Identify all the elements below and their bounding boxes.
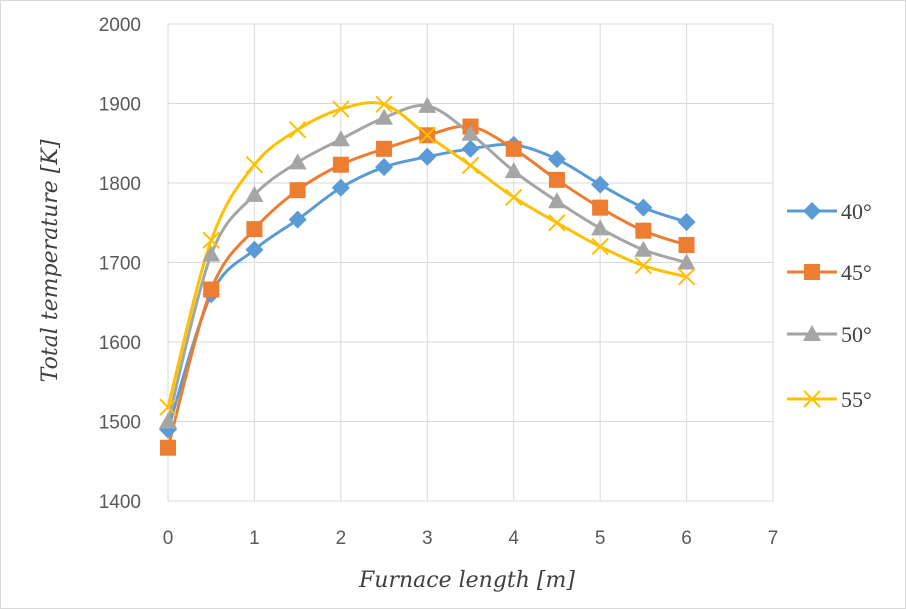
- series-1-point-10: [592, 199, 609, 216]
- series-3-point-10: [591, 237, 609, 256]
- series-3-point-6: [418, 126, 436, 145]
- x-tick-label-1: 1: [249, 528, 260, 549]
- series-2-point-12: [677, 253, 696, 270]
- series-2-point-6: [418, 96, 437, 113]
- series-3-point-7: [461, 156, 480, 175]
- series-1-point-4: [332, 156, 349, 173]
- tick-labels: 1400 1500 1600 1700 1800 1900 2000 0 1 2 3 4 5 6 7: [99, 15, 779, 549]
- series-3-point-1: [202, 231, 220, 249]
- x-tick-label-4: 4: [508, 528, 519, 549]
- series-2-point-7: [461, 124, 480, 141]
- legend-item-2: 50°: [787, 322, 872, 347]
- series-2-point-4: [331, 130, 350, 147]
- y-tick-label-1: 1500: [99, 413, 141, 434]
- series-1-point-12: [678, 237, 695, 254]
- series-3-point-3: [288, 121, 307, 139]
- x-tick-label-5: 5: [595, 528, 606, 549]
- series-2-point-11: [634, 240, 653, 257]
- series-1-point-3: [289, 182, 306, 199]
- series-1-point-1: [203, 281, 220, 298]
- legend-marker-2: [803, 325, 821, 341]
- legend-label-0: 40°: [841, 199, 872, 224]
- series-0-point-12: [677, 212, 696, 231]
- series-2-point-8: [504, 162, 523, 179]
- y-tick-label-4: 1800: [99, 174, 141, 195]
- series-0-point-4: [331, 178, 350, 197]
- series-1-point-9: [548, 171, 565, 188]
- series-2-point-10: [591, 219, 610, 236]
- series-0-point-9: [547, 150, 566, 169]
- series-1-point-11: [635, 222, 652, 239]
- x-tick-label-0: 0: [163, 528, 174, 549]
- series-0-point-7: [461, 139, 480, 158]
- series-2-point-9: [547, 192, 566, 209]
- series-0-point-6: [418, 147, 437, 166]
- series-2-point-0: [159, 412, 177, 429]
- series-3-point-2: [245, 156, 264, 174]
- series-3-point-8: [505, 188, 523, 207]
- series-0-point-3: [288, 210, 307, 229]
- legend-marker-3: [803, 390, 821, 408]
- series-3-point-4: [332, 100, 350, 118]
- legend-label-2: 50°: [841, 322, 872, 347]
- series-0-point-11: [634, 198, 653, 217]
- y-axis-title: Total temperature [K]: [38, 139, 63, 382]
- legend-marker-0: [803, 202, 821, 220]
- series-2-point-1: [202, 245, 221, 262]
- series-3-point-12: [677, 268, 696, 286]
- legend-marker-1: [804, 264, 820, 280]
- series-1-point-5: [376, 140, 393, 157]
- legend-label-1: 45°: [841, 260, 872, 285]
- x-tick-label-7: 7: [768, 528, 779, 549]
- x-tick-label-3: 3: [422, 528, 433, 549]
- legend-item-0: 40°: [787, 199, 872, 224]
- series-1-point-8: [505, 140, 522, 157]
- y-tick-label-2: 1600: [99, 333, 141, 354]
- series-0-point-5: [375, 158, 394, 177]
- y-tick-label-6: 2000: [99, 15, 141, 36]
- x-tick-label-6: 6: [681, 528, 692, 549]
- x-tick-label-2: 2: [336, 528, 347, 549]
- x-axis-title: Furnace length [m]: [358, 568, 575, 593]
- series-3-point-5: [375, 95, 393, 114]
- series-0-point-2: [245, 240, 264, 259]
- y-tick-label-3: 1700: [99, 254, 141, 275]
- legend-item-3: 55°: [787, 387, 872, 412]
- series-3-point-0: [159, 398, 177, 416]
- series-markers: [159, 95, 696, 456]
- y-tick-label-5: 1900: [99, 95, 141, 116]
- series-0-point-10: [591, 175, 610, 194]
- y-tick-label-0: 1400: [99, 492, 141, 513]
- legend: 40° 45° 50° 55°: [787, 199, 872, 412]
- legend-item-1: 45°: [787, 260, 872, 285]
- legend-label-3: 55°: [841, 387, 872, 412]
- series-2-point-5: [375, 108, 394, 125]
- series-2-point-2: [245, 185, 264, 202]
- series-1-point-0: [160, 439, 176, 456]
- series-3-point-11: [634, 256, 653, 275]
- series-3-point-9: [548, 214, 566, 232]
- series-1-point-2: [246, 221, 263, 238]
- series-2-point-3: [288, 153, 307, 170]
